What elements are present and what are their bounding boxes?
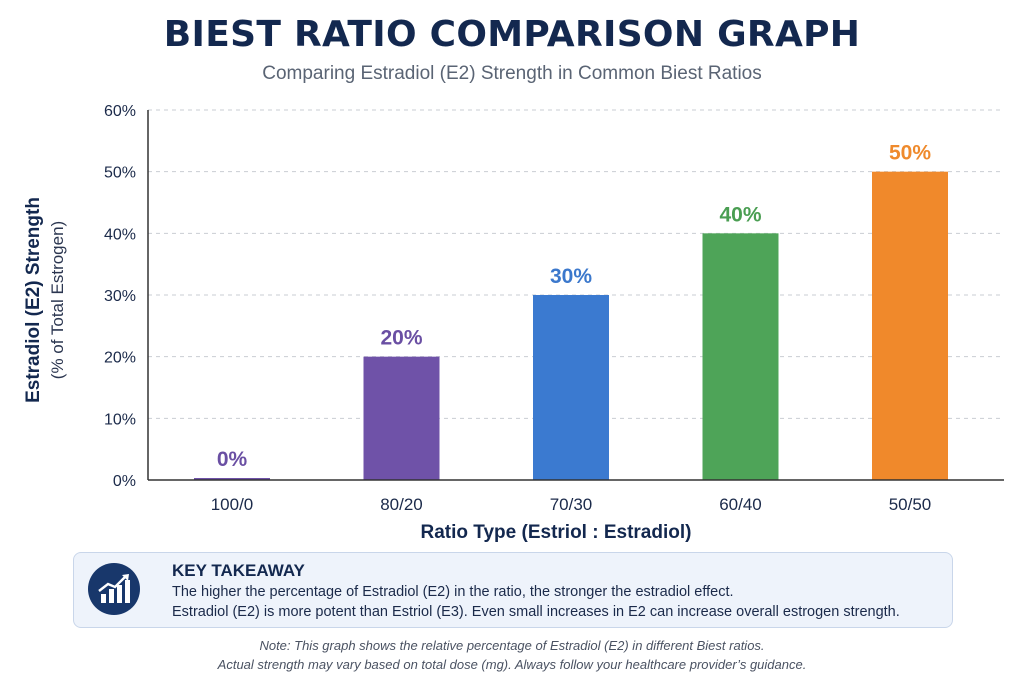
data-label: 50% xyxy=(889,142,931,165)
x-tick-label: 50/50 xyxy=(889,495,932,514)
y-tick-label: 50% xyxy=(104,165,136,182)
takeaway-text-line: Estradiol (E2) is more potent than Estri… xyxy=(172,604,900,620)
x-tick-label: 80/20 xyxy=(380,495,423,514)
y-axis-ticks: 0% 10% 20% 30% 40% 50% 60% xyxy=(104,103,136,490)
y-tick-label: 10% xyxy=(104,411,136,428)
footnote-line: Note: This graph shows the relative perc… xyxy=(259,638,765,653)
chart-title: BIEST RATIO COMPARISON GRAPH xyxy=(163,14,861,55)
bars xyxy=(194,171,948,480)
x-axis-ticks: 100/0 80/20 70/30 60/40 50/50 xyxy=(211,495,932,514)
y-tick-label: 30% xyxy=(104,288,136,305)
chart-subtitle: Comparing Estradiol (E2) Strength in Com… xyxy=(262,63,762,84)
y-tick-label: 20% xyxy=(104,350,136,367)
y-tick-label: 60% xyxy=(104,103,136,120)
x-tick-label: 100/0 xyxy=(211,495,254,514)
key-takeaway-box: KEY TAKEAWAY The higher the percentage o… xyxy=(73,552,953,628)
y-tick-label: 0% xyxy=(113,473,136,490)
footnote-line: Actual strength may vary based on total … xyxy=(217,657,807,672)
bar-70-30 xyxy=(533,295,609,480)
data-label: 0% xyxy=(217,448,248,471)
y-tick-label: 40% xyxy=(104,226,136,243)
takeaway-heading: KEY TAKEAWAY xyxy=(172,561,305,580)
data-labels: 0% 20% 30% 40% 50% xyxy=(217,142,932,471)
bar-50-50 xyxy=(872,171,948,480)
data-label: 30% xyxy=(550,265,592,288)
x-tick-label: 70/30 xyxy=(550,495,593,514)
bar-chart: 0% 10% 20% 30% 40% 50% 60% 0% 20% 30% 40% 50% 100/… xyxy=(23,103,1004,543)
data-label: 20% xyxy=(380,327,422,350)
takeaway-text-line: The higher the percentage of Estradiol (… xyxy=(172,584,734,600)
y-axis-sublabel: (% of Total Estrogen) xyxy=(48,221,67,379)
x-axis-label: Ratio Type (Estriol : Estradiol) xyxy=(421,522,692,543)
x-tick-label: 60/40 xyxy=(719,495,762,514)
bar-60-40 xyxy=(702,233,779,480)
y-axis-label: Estradiol (E2) Strength xyxy=(23,197,44,403)
bar-80-20 xyxy=(363,356,440,480)
data-label: 40% xyxy=(719,203,761,226)
chart-growth-icon xyxy=(88,563,140,615)
bar-100-0 xyxy=(194,478,270,480)
